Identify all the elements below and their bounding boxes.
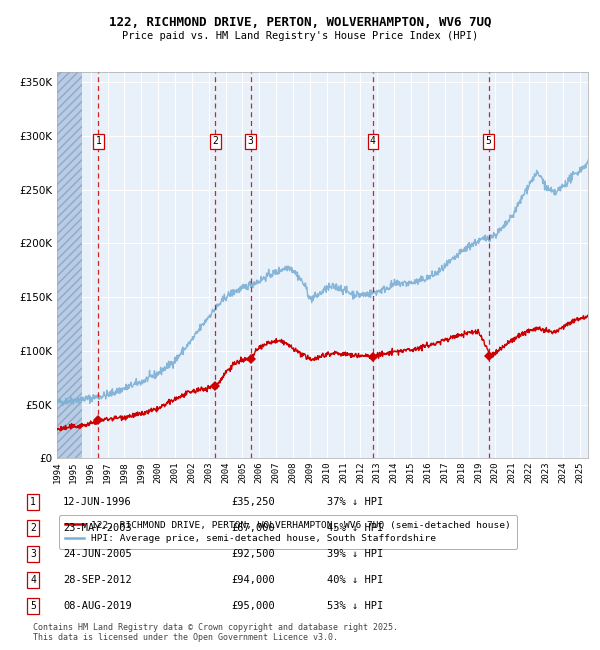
Text: 5: 5	[30, 601, 36, 611]
Legend: 122, RICHMOND DRIVE, PERTON, WOLVERHAMPTON, WV6 7UQ (semi-detached house), HPI: : 122, RICHMOND DRIVE, PERTON, WOLVERHAMPT…	[59, 515, 517, 549]
Text: 122, RICHMOND DRIVE, PERTON, WOLVERHAMPTON, WV6 7UQ: 122, RICHMOND DRIVE, PERTON, WOLVERHAMPT…	[109, 16, 491, 29]
Text: 3: 3	[30, 549, 36, 559]
Text: 3: 3	[248, 136, 253, 146]
Text: 39% ↓ HPI: 39% ↓ HPI	[327, 549, 383, 559]
Text: 53% ↓ HPI: 53% ↓ HPI	[327, 601, 383, 611]
Text: 1: 1	[95, 136, 101, 146]
Text: £94,000: £94,000	[231, 575, 275, 585]
Text: 37% ↓ HPI: 37% ↓ HPI	[327, 497, 383, 507]
Text: 45% ↓ HPI: 45% ↓ HPI	[327, 523, 383, 533]
Text: 40% ↓ HPI: 40% ↓ HPI	[327, 575, 383, 585]
Text: Price paid vs. HM Land Registry's House Price Index (HPI): Price paid vs. HM Land Registry's House …	[122, 31, 478, 41]
Text: 1: 1	[30, 497, 36, 507]
Text: £92,500: £92,500	[231, 549, 275, 559]
Text: 4: 4	[370, 136, 376, 146]
Text: 24-JUN-2005: 24-JUN-2005	[63, 549, 132, 559]
Text: 08-AUG-2019: 08-AUG-2019	[63, 601, 132, 611]
Text: 2: 2	[212, 136, 218, 146]
Text: £95,000: £95,000	[231, 601, 275, 611]
Bar	[57, 72, 82, 458]
Text: £35,250: £35,250	[231, 497, 275, 507]
Text: 23-MAY-2003: 23-MAY-2003	[63, 523, 132, 533]
Text: £67,000: £67,000	[231, 523, 275, 533]
Text: Contains HM Land Registry data © Crown copyright and database right 2025.
This d: Contains HM Land Registry data © Crown c…	[33, 623, 398, 642]
Text: 12-JUN-1996: 12-JUN-1996	[63, 497, 132, 507]
Text: 2: 2	[30, 523, 36, 533]
Text: 28-SEP-2012: 28-SEP-2012	[63, 575, 132, 585]
Text: 4: 4	[30, 575, 36, 585]
Text: 5: 5	[485, 136, 491, 146]
